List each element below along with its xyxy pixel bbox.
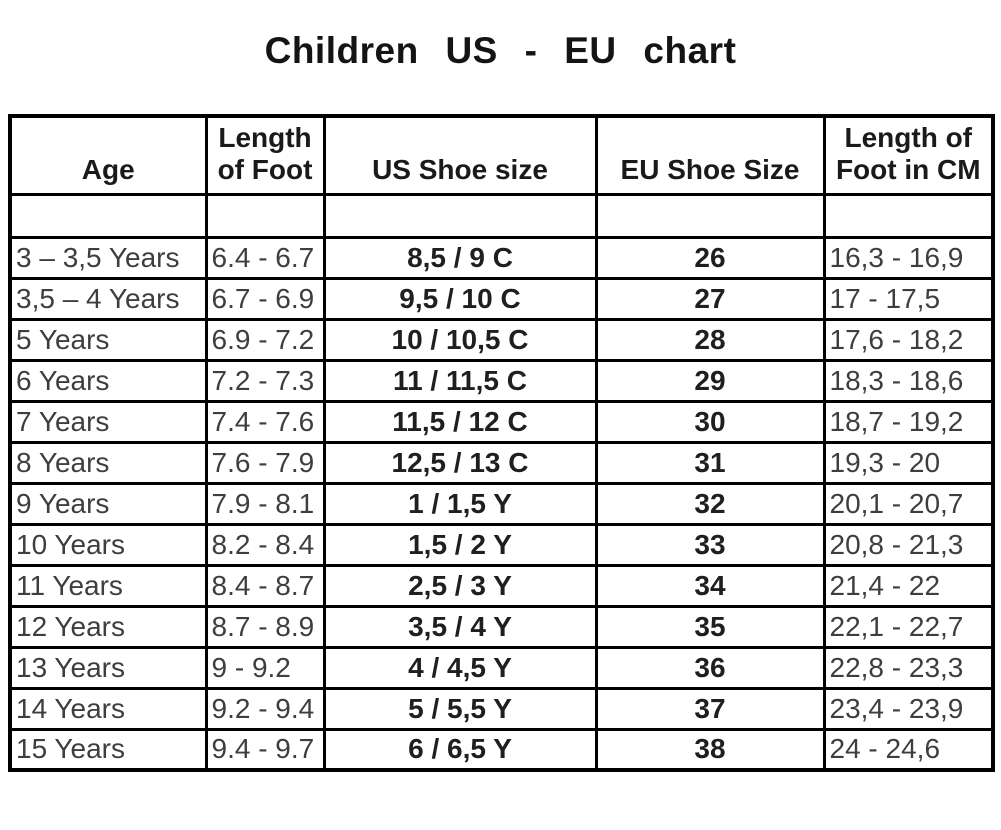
cell-eu-shoe-size: 32 — [594, 481, 826, 526]
cell-eu-shoe-size: 28 — [594, 317, 826, 362]
cell-foot-in-cm: 18,3 - 18,6 — [822, 358, 995, 403]
cell-foot-in-cm: 20,1 - 20,7 — [822, 481, 995, 526]
spacer-cell — [594, 192, 826, 239]
cell-foot-in-cm: 17,6 - 18,2 — [822, 317, 995, 362]
cell-us-shoe-size: 8,5 / 9 C — [322, 235, 598, 280]
cell-foot-in-cm: 17 - 17,5 — [822, 276, 995, 321]
table-row: 13 Years 9 - 9.2 4 / 4,5 Y 36 22,8 - 23,3 — [8, 645, 995, 690]
cell-foot-in-cm: 16,3 - 16,9 — [822, 235, 995, 280]
cell-eu-shoe-size: 26 — [594, 235, 826, 280]
cell-eu-shoe-size: 30 — [594, 399, 826, 444]
header-row: Age Length of Foot US Shoe size EU Shoe … — [8, 114, 995, 196]
cell-foot-length: 7.9 - 8.1 — [204, 481, 326, 526]
cell-age: 14 Years — [8, 686, 208, 731]
cell-age: 3 – 3,5 Years — [8, 235, 208, 280]
table-row: 5 Years 6.9 - 7.2 10 / 10,5 C 28 17,6 - 18,2 — [8, 317, 995, 362]
cell-us-shoe-size: 2,5 / 3 Y — [322, 563, 598, 608]
table-body: 3 – 3,5 Years 6.4 - 6.7 8,5 / 9 C 26 16,3 - … — [8, 235, 995, 772]
cell-foot-in-cm: 22,1 - 22,7 — [822, 604, 995, 649]
cell-foot-length: 6.4 - 6.7 — [204, 235, 326, 280]
cell-age: 5 Years — [8, 317, 208, 362]
cell-foot-length: 6.9 - 7.2 — [204, 317, 326, 362]
cell-foot-length: 7.6 - 7.9 — [204, 440, 326, 485]
cell-age: 13 Years — [8, 645, 208, 690]
cell-age: 15 Years — [8, 727, 208, 772]
spacer-cell — [8, 192, 208, 239]
size-chart-table: Age Length of Foot US Shoe size EU Shoe … — [8, 114, 995, 772]
cell-foot-in-cm: 24 - 24,6 — [822, 727, 995, 772]
column-header-foot-length: Length of Foot — [204, 114, 326, 196]
cell-us-shoe-size: 10 / 10,5 C — [322, 317, 598, 362]
cell-foot-length: 8.4 - 8.7 — [204, 563, 326, 608]
cell-foot-length: 8.2 - 8.4 — [204, 522, 326, 567]
cell-age: 11 Years — [8, 563, 208, 608]
table-row: 3,5 – 4 Years 6.7 - 6.9 9,5 / 10 C 27 17 - 1… — [8, 276, 995, 321]
cell-foot-length: 6.7 - 6.9 — [204, 276, 326, 321]
cell-eu-shoe-size: 29 — [594, 358, 826, 403]
cell-age: 8 Years — [8, 440, 208, 485]
table-row: 3 – 3,5 Years 6.4 - 6.7 8,5 / 9 C 26 16,3 - … — [8, 235, 995, 280]
page-title: Children US - EU chart — [264, 30, 737, 71]
cell-age: 6 Years — [8, 358, 208, 403]
cell-age: 7 Years — [8, 399, 208, 444]
table-row: 9 Years 7.9 - 8.1 1 / 1,5 Y 32 20,1 - 20,7 — [8, 481, 995, 526]
cell-age: 9 Years — [8, 481, 208, 526]
table-row: 15 Years 9.4 - 9.7 6 / 6,5 Y 38 24 - 24,6 — [8, 727, 995, 772]
cell-us-shoe-size: 4 / 4,5 Y — [322, 645, 598, 690]
cell-foot-in-cm: 19,3 - 20 — [822, 440, 995, 485]
table-row: 11 Years 8.4 - 8.7 2,5 / 3 Y 34 21,4 - 22 — [8, 563, 995, 608]
spacer-row — [8, 192, 995, 239]
cell-foot-length: 9 - 9.2 — [204, 645, 326, 690]
cell-us-shoe-size: 12,5 / 13 C — [322, 440, 598, 485]
cell-us-shoe-size: 3,5 / 4 Y — [322, 604, 598, 649]
table-row: 6 Years 7.2 - 7.3 11 / 11,5 C 29 18,3 - 18,6 — [8, 358, 995, 403]
cell-us-shoe-size: 1,5 / 2 Y — [322, 522, 598, 567]
column-header-foot-in-cm: Length of Foot in CM — [822, 114, 995, 196]
cell-us-shoe-size: 11 / 11,5 C — [322, 358, 598, 403]
cell-foot-in-cm: 20,8 - 21,3 — [822, 522, 995, 567]
spacer-cell — [322, 192, 598, 239]
table-row: 7 Years 7.4 - 7.6 11,5 / 12 C 30 18,7 - 19,2 — [8, 399, 995, 444]
cell-age: 10 Years — [8, 522, 208, 567]
cell-eu-shoe-size: 34 — [594, 563, 826, 608]
cell-foot-in-cm: 18,7 - 19,2 — [822, 399, 995, 444]
table-row: 10 Years 8.2 - 8.4 1,5 / 2 Y 33 20,8 - 21,3 — [8, 522, 995, 567]
cell-eu-shoe-size: 33 — [594, 522, 826, 567]
column-header-age: Age — [8, 114, 208, 196]
cell-us-shoe-size: 9,5 / 10 C — [322, 276, 598, 321]
cell-foot-length: 7.2 - 7.3 — [204, 358, 326, 403]
cell-foot-length: 7.4 - 7.6 — [204, 399, 326, 444]
cell-eu-shoe-size: 35 — [594, 604, 826, 649]
column-header-us-shoe-size: US Shoe size — [322, 114, 598, 196]
table-row: 12 Years 8.7 - 8.9 3,5 / 4 Y 35 22,1 - 22,7 — [8, 604, 995, 649]
table-row: 14 Years 9.2 - 9.4 5 / 5,5 Y 37 23,4 - 23,9 — [8, 686, 995, 731]
cell-eu-shoe-size: 37 — [594, 686, 826, 731]
cell-foot-in-cm: 22,8 - 23,3 — [822, 645, 995, 690]
spacer-cell — [822, 192, 995, 239]
cell-us-shoe-size: 11,5 / 12 C — [322, 399, 598, 444]
cell-eu-shoe-size: 38 — [594, 727, 826, 772]
cell-eu-shoe-size: 31 — [594, 440, 826, 485]
cell-us-shoe-size: 1 / 1,5 Y — [322, 481, 598, 526]
cell-eu-shoe-size: 27 — [594, 276, 826, 321]
cell-foot-length: 9.2 - 9.4 — [204, 686, 326, 731]
cell-age: 3,5 – 4 Years — [8, 276, 208, 321]
cell-foot-length: 9.4 - 9.7 — [204, 727, 326, 772]
cell-us-shoe-size: 6 / 6,5 Y — [322, 727, 598, 772]
cell-foot-in-cm: 21,4 - 22 — [822, 563, 995, 608]
column-header-eu-shoe-size: EU Shoe Size — [594, 114, 826, 196]
cell-age: 12 Years — [8, 604, 208, 649]
cell-eu-shoe-size: 36 — [594, 645, 826, 690]
cell-us-shoe-size: 5 / 5,5 Y — [322, 686, 598, 731]
spacer-cell — [204, 192, 326, 239]
table-row: 8 Years 7.6 - 7.9 12,5 / 13 C 31 19,3 - 20 — [8, 440, 995, 485]
cell-foot-length: 8.7 - 8.9 — [204, 604, 326, 649]
cell-foot-in-cm: 23,4 - 23,9 — [822, 686, 995, 731]
